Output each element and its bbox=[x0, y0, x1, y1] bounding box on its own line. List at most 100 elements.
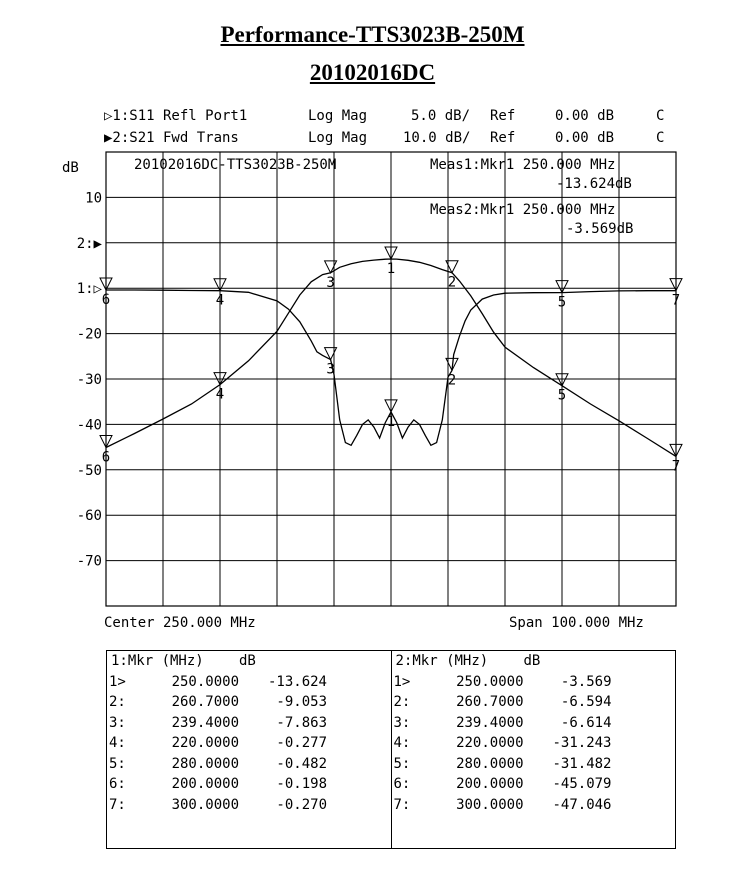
span-frequency: Span 100.000 MHz bbox=[509, 615, 644, 631]
marker-frequency: 300.0000 bbox=[171, 796, 239, 813]
marker-id: 4: bbox=[393, 735, 411, 751]
marker-table-row: 2: 260.7000 -6.594 bbox=[394, 694, 676, 715]
channel-1-ref-value: 0.00 dB bbox=[555, 108, 614, 124]
channel-2-ref-value: 0.00 dB bbox=[555, 130, 614, 146]
marker-frequency: 200.0000 bbox=[171, 776, 239, 792]
page-subtitle: 20102016DC bbox=[309, 60, 436, 85]
marker-triangle bbox=[323, 260, 338, 274]
marker-triangle bbox=[445, 357, 459, 372]
marker-table-row: 5: 280.0000 -31.482 bbox=[394, 756, 676, 777]
marker-id: 6: bbox=[393, 776, 411, 792]
channel-1-format: Log Mag bbox=[308, 108, 367, 124]
marker-frequency: 239.4000 bbox=[456, 714, 524, 731]
center-frequency: Center 250.000 MHz bbox=[104, 615, 256, 631]
channel-1-flag: C bbox=[656, 108, 664, 124]
marker-triangle bbox=[384, 399, 398, 414]
channel-1-label: ▷1:S11 Refl Port1 bbox=[104, 108, 247, 124]
marker-header-mkr: 1:Mkr (MHz) bbox=[111, 653, 204, 669]
marker-value: -3.569 bbox=[560, 673, 612, 690]
marker-id: 7: bbox=[393, 796, 411, 813]
channel-1-scale: 5.0 dB/ bbox=[411, 108, 470, 124]
marker-table-row: 7: 300.0000 -47.046 bbox=[394, 797, 676, 818]
marker-table-header: 1:Mkr (MHz) dB bbox=[109, 653, 391, 674]
marker-value: -0.277 bbox=[276, 735, 327, 751]
marker-label: 1 bbox=[387, 261, 395, 277]
y-tick-label: 2:▶ bbox=[77, 236, 103, 252]
marker-label: 2 bbox=[448, 372, 456, 388]
marker-label: 4 bbox=[216, 387, 224, 403]
y-tick-label: 10 bbox=[85, 190, 102, 206]
marker-table-row: 2: 260.7000 -9.053 bbox=[109, 694, 391, 715]
y-tick-label: -60 bbox=[77, 508, 102, 524]
marker-triangle bbox=[323, 347, 338, 361]
marker-frequency: 250.0000 bbox=[456, 673, 524, 690]
marker-triangle bbox=[445, 260, 459, 274]
marker-label: 7 bbox=[672, 293, 680, 309]
trace-markers: 1 2 3 4 5 6 7 1 2 3 4 5 6 7 bbox=[99, 246, 683, 474]
channel-2-header: ▶2:S21 Fwd Trans Log Mag 10.0 dB/ Ref 0.… bbox=[104, 130, 664, 146]
y-axis-label: dB bbox=[62, 160, 79, 176]
marker-frequency: 239.4000 bbox=[171, 714, 239, 731]
marker-triangle bbox=[99, 277, 113, 292]
marker-value: -0.198 bbox=[276, 776, 327, 792]
marker-table-row: 6: 200.0000 -45.079 bbox=[394, 776, 676, 797]
marker-label: 6 bbox=[102, 449, 110, 465]
marker-label: 3 bbox=[326, 275, 334, 291]
y-tick-labels: 102:▶-10-20-30-40-50-60-701:▷ bbox=[77, 190, 103, 569]
marker-frequency: 200.0000 bbox=[456, 776, 524, 792]
y-tick-label: -70 bbox=[77, 554, 102, 570]
marker-header-unit: dB bbox=[523, 653, 541, 669]
marker-frequency: 280.0000 bbox=[456, 755, 524, 772]
marker-table-row: 1> 250.0000 -3.569 bbox=[394, 674, 676, 695]
channel-1-header: ▷1:S11 Refl Port1 Log Mag 5.0 dB/ Ref 0.… bbox=[104, 108, 664, 124]
marker-value: -7.863 bbox=[276, 714, 327, 731]
marker-triangle bbox=[213, 278, 227, 292]
marker-triangle bbox=[213, 372, 227, 386]
marker-frequency: 280.0000 bbox=[171, 755, 239, 772]
marker-label: 6 bbox=[102, 292, 110, 308]
marker-id: 5: bbox=[109, 755, 126, 772]
page-title: Performance-TTS3023B-250M bbox=[220, 22, 525, 47]
chart: ▷1:S11 Refl Port1 Log Mag 5.0 dB/ Ref 0.… bbox=[62, 108, 683, 631]
meas1-value: -13.624dB bbox=[556, 176, 632, 192]
meas2-value: -3.569dB bbox=[566, 221, 633, 237]
marker-id: 2: bbox=[109, 694, 126, 710]
marker-table-row: 5: 280.0000 -0.482 bbox=[109, 756, 391, 777]
marker-triangle bbox=[99, 434, 113, 449]
marker-value: -0.270 bbox=[276, 796, 327, 813]
marker-value: -6.594 bbox=[560, 694, 612, 710]
meas2-label: Meas2:Mkr1 250.000 MHz bbox=[430, 202, 615, 218]
marker-id: 1> bbox=[109, 673, 126, 690]
marker-header-mkr: 2:Mkr (MHz) bbox=[395, 653, 489, 669]
marker-id: 1> bbox=[393, 673, 411, 690]
marker-label: 5 bbox=[558, 295, 566, 311]
channel-2-flag: C bbox=[656, 130, 664, 146]
marker-table-channel-1: 1:Mkr (MHz) dB 1> 250.0000 -13.624 2: 260.70… bbox=[107, 651, 391, 848]
marker-frequency: 260.7000 bbox=[456, 694, 524, 710]
marker-id: 4: bbox=[109, 735, 126, 751]
marker-id: 2: bbox=[393, 694, 411, 710]
marker-value: -31.243 bbox=[552, 735, 612, 751]
marker-frequency: 260.7000 bbox=[171, 694, 239, 710]
marker-value: -31.482 bbox=[552, 755, 612, 772]
channel-2-label: ▶2:S21 Fwd Trans bbox=[104, 130, 239, 146]
marker-table-channel-2: 2:Mkr (MHz) dB 1> 250.0000 -3.569 2: 260.700… bbox=[390, 651, 676, 848]
marker-table-row: 4: 220.0000 -0.277 bbox=[109, 735, 391, 756]
y-tick-label: -30 bbox=[77, 372, 102, 388]
marker-value: -45.079 bbox=[552, 776, 612, 792]
marker-triangle bbox=[384, 246, 398, 261]
marker-table-row: 3: 239.4000 -7.863 bbox=[109, 715, 391, 736]
marker-id: 3: bbox=[109, 714, 126, 731]
marker-frequency: 220.0000 bbox=[171, 735, 239, 751]
marker-table-row: 1> 250.0000 -13.624 bbox=[109, 674, 391, 695]
trace-title: 20102016DC-TTS3023B-250M bbox=[134, 157, 336, 173]
marker-value: -0.482 bbox=[276, 755, 327, 772]
marker-triangle bbox=[669, 278, 683, 292]
marker-label: 7 bbox=[672, 458, 680, 474]
channel-1-ref: Ref bbox=[490, 108, 515, 124]
marker-table-row: 7: 300.0000 -0.270 bbox=[109, 797, 391, 818]
marker-triangle bbox=[669, 443, 683, 458]
marker-value: -47.046 bbox=[552, 796, 612, 813]
marker-table-row: 6: 200.0000 -0.198 bbox=[109, 776, 391, 797]
marker-label: 2 bbox=[448, 275, 456, 291]
